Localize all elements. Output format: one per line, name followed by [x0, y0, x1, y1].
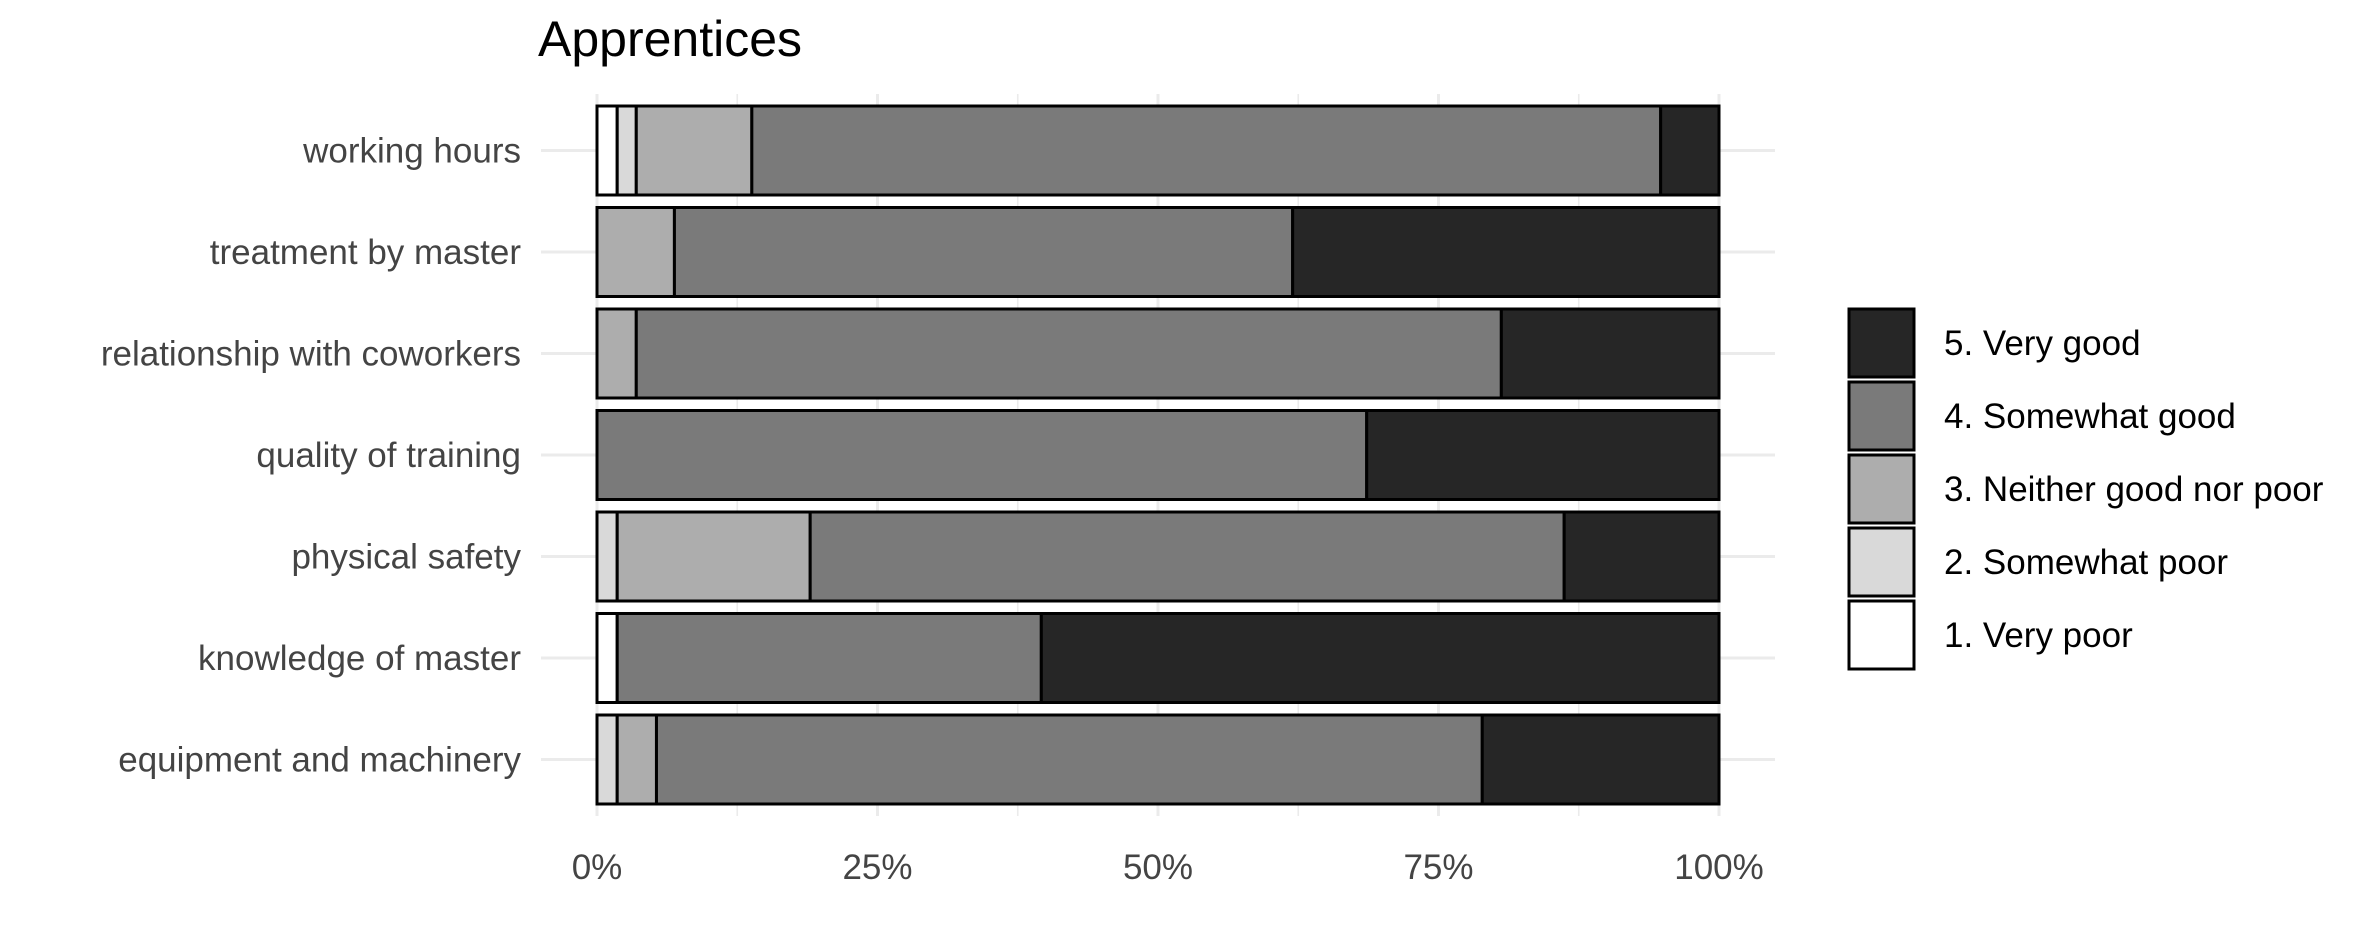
bar-segment-treatment-by-master-3-neither-good-nor-poor [595, 206, 676, 298]
category-label: working hours [302, 132, 521, 171]
bar-segment-quality-of-training-5-very-good [1365, 409, 1721, 501]
x-tick-label: 25% [842, 848, 912, 887]
category-label: relationship with coworkers [101, 335, 521, 374]
bar-segment-working-hours-3-neither-good-nor-poor [634, 104, 754, 197]
x-axis-tick-labels: 0% 25% 50% 75% 100% [572, 848, 1764, 887]
category-label: physical safety [291, 538, 521, 577]
bar-segment-equipment-and-machinery-2-somewhat-poor [595, 713, 619, 806]
x-tick-label: 0% [572, 848, 623, 887]
bar-segment-knowledge-of-master-1-very-poor [595, 612, 619, 704]
legend-label: 5. Very good [1944, 324, 2141, 363]
bar-segment-knowledge-of-master-5-very-good [1039, 612, 1721, 704]
legend-label: 4. Somewhat good [1944, 397, 2236, 436]
bar-segment-relationship-with-coworkers-4-somewhat-good [634, 307, 1503, 400]
bar-segment-physical-safety-3-neither-good-nor-poor [615, 510, 812, 603]
bar-segment-working-hours-2-somewhat-poor [615, 104, 638, 197]
category-label: equipment and machinery [118, 741, 521, 780]
legend-key-2-somewhat-poor [1847, 526, 1916, 598]
category-label: knowledge of master [198, 639, 521, 678]
chart-title: Apprentices [538, 11, 803, 67]
bar-segment-equipment-and-machinery-5-very-good [1480, 713, 1721, 806]
bar-segment-treatment-by-master-5-very-good [1291, 206, 1721, 298]
bar-segment-physical-safety-5-very-good [1562, 510, 1721, 603]
legend-key-3-neither-good-nor-poor [1847, 453, 1916, 525]
legend-key-4-somewhat-good [1847, 380, 1916, 452]
bar-segment-equipment-and-machinery-3-neither-good-nor-poor [615, 713, 658, 806]
category-labels: working hours treatment by master relation… [101, 132, 522, 780]
bar-segment-knowledge-of-master-4-somewhat-good [615, 612, 1043, 704]
bar-segment-treatment-by-master-4-somewhat-good [672, 206, 1295, 298]
legend-label: 3. Neither good nor poor [1944, 470, 2324, 509]
legend-label: 2. Somewhat poor [1944, 543, 2228, 582]
category-label: treatment by master [210, 233, 522, 272]
bar-segment-working-hours-4-somewhat-good [750, 104, 1663, 197]
bar-segment-working-hours-1-very-poor [595, 104, 619, 197]
legend-label: 1. Very poor [1944, 616, 2133, 655]
bar-segment-quality-of-training-4-somewhat-good [595, 409, 1369, 501]
bar-segment-equipment-and-machinery-4-somewhat-good [654, 713, 1484, 806]
x-tick-label: 75% [1403, 848, 1473, 887]
x-tick-label: 50% [1123, 848, 1193, 887]
legend-key-1-very-poor [1847, 599, 1916, 671]
bar-segment-working-hours-5-very-good [1659, 104, 1721, 197]
legend: 5. Very good 4. Somewhat good 3. Neither g… [1847, 307, 2324, 671]
bar-segment-physical-safety-4-somewhat-good [808, 510, 1566, 603]
bars [595, 104, 1721, 806]
legend-key-5-very-good [1847, 307, 1916, 379]
bar-segment-physical-safety-2-somewhat-poor [595, 510, 619, 603]
category-label: quality of training [256, 436, 521, 475]
bar-segment-relationship-with-coworkers-5-very-good [1499, 307, 1721, 400]
bar-segment-relationship-with-coworkers-3-neither-good-nor-poor [595, 307, 638, 400]
x-tick-label: 100% [1674, 848, 1764, 887]
